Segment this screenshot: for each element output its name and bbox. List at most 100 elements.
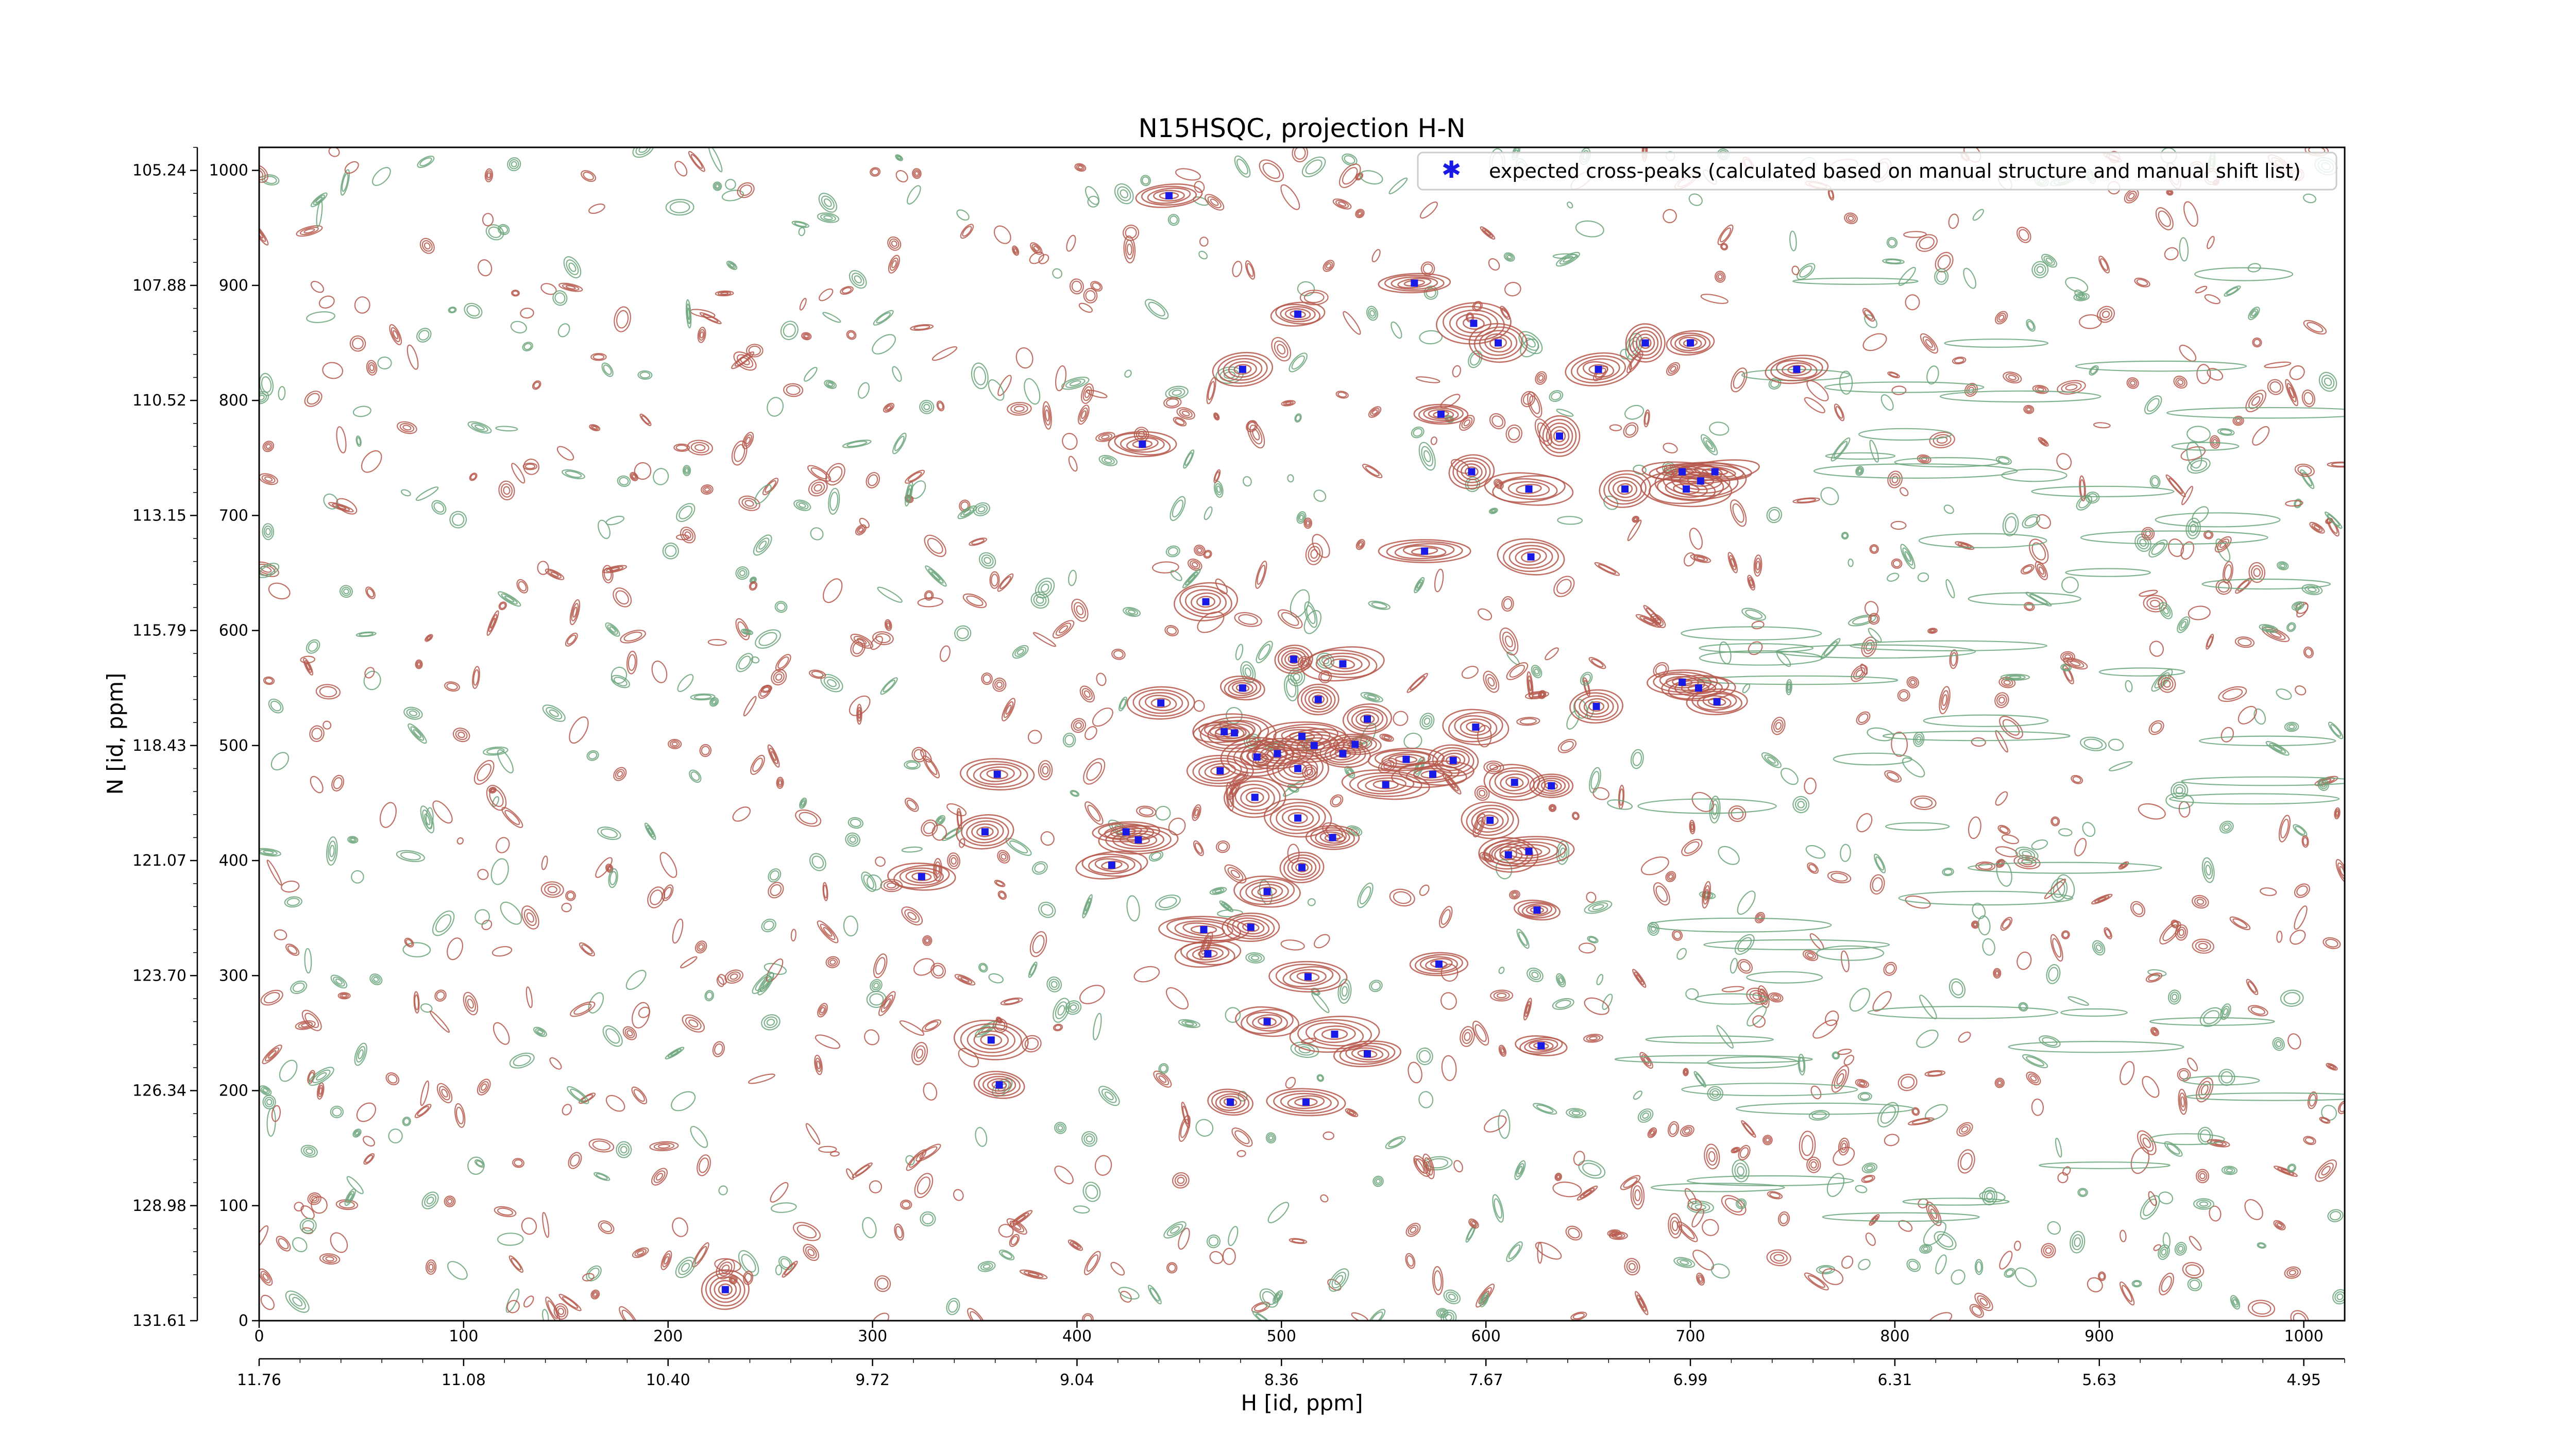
positive-contour [1294,147,1306,160]
positive-contour [1997,1080,2002,1086]
positive-contour [2197,1171,2208,1182]
positive-contour [1007,401,1032,416]
negative-contour [1170,496,1186,521]
y-axis-label: N [id, ppm] [103,673,128,795]
positive-contour [260,1294,275,1310]
negative-contour [705,991,713,1000]
negative-contour [1567,201,1573,209]
negative-contour [1687,1200,1714,1214]
negative-contour [2082,822,2096,837]
negative-contour [1359,886,1371,905]
positive-contour [1998,696,2005,704]
negative-contour [1582,1162,1602,1176]
peak-marker [1294,310,1302,318]
positive-contour [1053,1023,1063,1032]
negative-contour [2327,1209,2344,1222]
positive-contour [1003,998,1020,1005]
negative-contour [928,568,944,584]
positive-contour [295,1020,316,1030]
peak-marker [1329,834,1336,841]
negative-contour [686,303,691,325]
positive-contour [1504,635,1513,648]
negative-contour [1737,937,1752,952]
positive-contour [2097,1271,2106,1282]
negative-contour [616,1141,632,1158]
negative-contour [1469,352,1481,366]
negative-contour [1085,1184,1098,1199]
peak-marker [981,828,989,836]
positive-contour [1083,758,1106,785]
negative-contour [2015,847,2039,862]
positive-contour [724,969,743,984]
negative-contour [2231,1297,2239,1308]
positive-contour [2079,479,2086,498]
negative-contour [285,1290,310,1313]
positive-contour [1588,657,1606,669]
negative-contour [644,822,656,840]
negative-contour [1805,845,1826,859]
positive-contour [1720,243,1728,251]
negative-contour [2170,991,2179,1003]
peak-marker [1556,432,1563,440]
negative-contour [1951,981,1963,996]
positive-contour [859,517,870,529]
positive-contour [1045,409,1049,422]
peak-marker [1683,485,1690,493]
negative-contour [1167,214,1180,226]
positive-contour [856,703,862,725]
positive-contour [743,434,753,447]
positive-contour [907,471,922,482]
positive-contour [917,1176,931,1194]
negative-contour [1716,1025,1734,1049]
positive-contour [311,1196,328,1214]
negative-contour [486,748,505,755]
negative-contour [751,578,755,582]
positive-contour [1071,718,1087,733]
negative-contour [778,1256,793,1271]
positive-contour [429,1010,450,1033]
positive-contour [605,1094,625,1112]
negative-contour [2278,562,2287,569]
negative-contour [811,855,824,869]
negative-contour [1414,577,1425,594]
negative-contour [1745,609,1763,619]
negative-contour [1516,1163,1524,1177]
negative-contour [1857,468,1862,474]
negative-contour [1267,1134,1275,1142]
positive-contour [663,886,672,899]
positive-contour [682,529,694,541]
peak-marker [1364,1050,1371,1058]
negative-contour [586,750,599,761]
positive-contour [701,746,710,755]
negative-contour [922,1213,934,1225]
positive-contour [2056,453,2072,470]
positive-contour [1994,1077,2005,1088]
negative-contour [1873,853,1886,873]
negative-contour [1423,450,1431,463]
positive-contour [1000,997,1023,1006]
peak-marker [1429,770,1436,778]
positive-contour [2097,897,2107,902]
negative-contour [1582,673,1591,684]
negative-contour [609,871,617,886]
negative-contour [2140,1195,2160,1220]
negative-contour [1071,790,1078,796]
positive-contour [1523,998,1532,1021]
positive-contour [2260,887,2277,896]
positive-contour [1246,263,1254,277]
positive-contour [792,1222,821,1241]
positive-contour [1626,1260,1638,1273]
positive-contour [891,260,897,268]
positive-contour [685,1017,702,1030]
positive-contour [1027,1272,1040,1277]
positive-contour [569,599,581,626]
negative-contour [2171,993,2178,1001]
negative-contour [419,157,432,166]
negative-contour [869,993,884,1006]
positive-contour [1856,813,1873,833]
negative-contour [1360,692,1383,703]
positive-contour [1245,260,1256,280]
negative-contour [259,1085,272,1096]
legend: ✱ expected cross-peaks (calculated based… [1417,151,2337,191]
positive-contour [771,668,787,686]
